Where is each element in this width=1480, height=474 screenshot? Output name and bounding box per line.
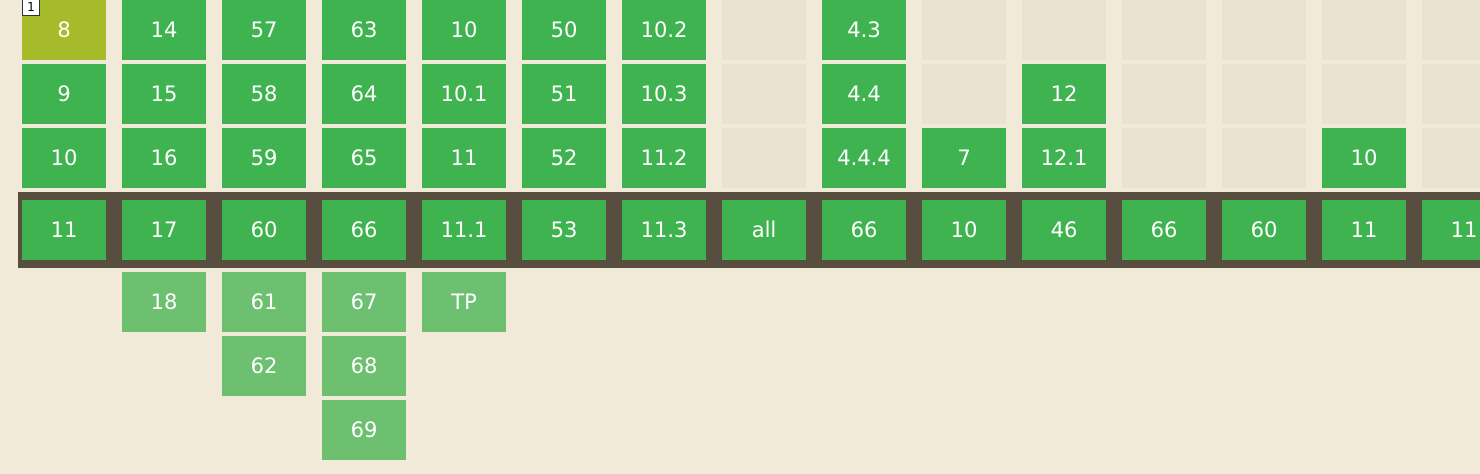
note-badge: 1 xyxy=(22,0,40,16)
version-cell-current[interactable]: 11.1 xyxy=(422,200,506,260)
version-cell-empty xyxy=(1222,0,1306,60)
version-cell-future[interactable]: 67 xyxy=(322,272,406,332)
version-cell[interactable]: 10.1 xyxy=(422,64,506,124)
version-cell-empty xyxy=(1322,64,1406,124)
version-cell-empty xyxy=(1322,0,1406,60)
version-cell[interactable]: 52 xyxy=(522,128,606,188)
version-cell-empty xyxy=(722,64,806,124)
version-cell-current[interactable]: 11 xyxy=(1322,200,1406,260)
version-cell[interactable]: 11.2 xyxy=(622,128,706,188)
version-cell-empty xyxy=(1022,0,1106,60)
version-cell[interactable]: 11 xyxy=(422,128,506,188)
version-cell-empty xyxy=(1422,128,1480,188)
version-cell-future[interactable]: 61 xyxy=(222,272,306,332)
version-cell-current[interactable]: 11 xyxy=(22,200,106,260)
version-cell[interactable]: 12 xyxy=(1022,64,1106,124)
version-cell[interactable]: 7 xyxy=(922,128,1006,188)
version-cell[interactable]: 10.3 xyxy=(622,64,706,124)
version-cell[interactable]: 50 xyxy=(522,0,606,60)
version-cell-current[interactable]: 17 xyxy=(122,200,206,260)
version-cell-empty xyxy=(1422,0,1480,60)
version-cell-empty xyxy=(1222,128,1306,188)
version-cell[interactable]: 65 xyxy=(322,128,406,188)
version-cell[interactable]: 14 xyxy=(122,0,206,60)
version-cell-current[interactable]: 11.3 xyxy=(622,200,706,260)
version-cell-current[interactable]: 10 xyxy=(922,200,1006,260)
version-cell-current[interactable]: 66 xyxy=(322,200,406,260)
version-cell-current[interactable]: 53 xyxy=(522,200,606,260)
version-cell[interactable]: 9 xyxy=(22,64,106,124)
version-cell-empty xyxy=(922,64,1006,124)
version-cell[interactable]: 58 xyxy=(222,64,306,124)
version-cell[interactable]: 12.1 xyxy=(1022,128,1106,188)
version-cell[interactable]: 51 xyxy=(522,64,606,124)
version-cell-current[interactable]: 66 xyxy=(1122,200,1206,260)
version-cell-future[interactable]: 69 xyxy=(322,400,406,460)
version-cell-future[interactable]: TP xyxy=(422,272,506,332)
version-cell-empty xyxy=(1422,64,1480,124)
version-cell-future[interactable]: 68 xyxy=(322,336,406,396)
version-cell-empty xyxy=(1122,64,1206,124)
version-cell-current[interactable]: 60 xyxy=(1222,200,1306,260)
version-cell-empty xyxy=(722,128,806,188)
version-cell[interactable]: 10 xyxy=(22,128,106,188)
version-cell[interactable]: 4.4 xyxy=(822,64,906,124)
version-cell[interactable]: 16 xyxy=(122,128,206,188)
version-cell[interactable]: 59 xyxy=(222,128,306,188)
version-cell-future[interactable]: 18 xyxy=(122,272,206,332)
version-cell-current[interactable]: 46 xyxy=(1022,200,1106,260)
version-cell[interactable]: 10.2 xyxy=(622,0,706,60)
version-cell-current[interactable]: 66 xyxy=(822,200,906,260)
version-cell-empty xyxy=(1122,0,1206,60)
version-cell-future[interactable]: 62 xyxy=(222,336,306,396)
version-cell-current[interactable]: 60 xyxy=(222,200,306,260)
version-cell[interactable]: 63 xyxy=(322,0,406,60)
version-cell-current[interactable]: 11 xyxy=(1422,200,1480,260)
version-cell-empty xyxy=(722,0,806,60)
version-cell-empty xyxy=(1222,64,1306,124)
version-cell[interactable]: 10 xyxy=(1322,128,1406,188)
version-cell[interactable]: 4.3 xyxy=(822,0,906,60)
version-cell[interactable]: 57 xyxy=(222,0,306,60)
version-cell[interactable]: 4.4.4 xyxy=(822,128,906,188)
version-cell-current[interactable]: all xyxy=(722,200,806,260)
version-cell[interactable]: 64 xyxy=(322,64,406,124)
version-cell[interactable]: 15 xyxy=(122,64,206,124)
version-cell-empty xyxy=(922,0,1006,60)
version-cell[interactable]: 10 xyxy=(422,0,506,60)
version-cell-empty xyxy=(1122,128,1206,188)
